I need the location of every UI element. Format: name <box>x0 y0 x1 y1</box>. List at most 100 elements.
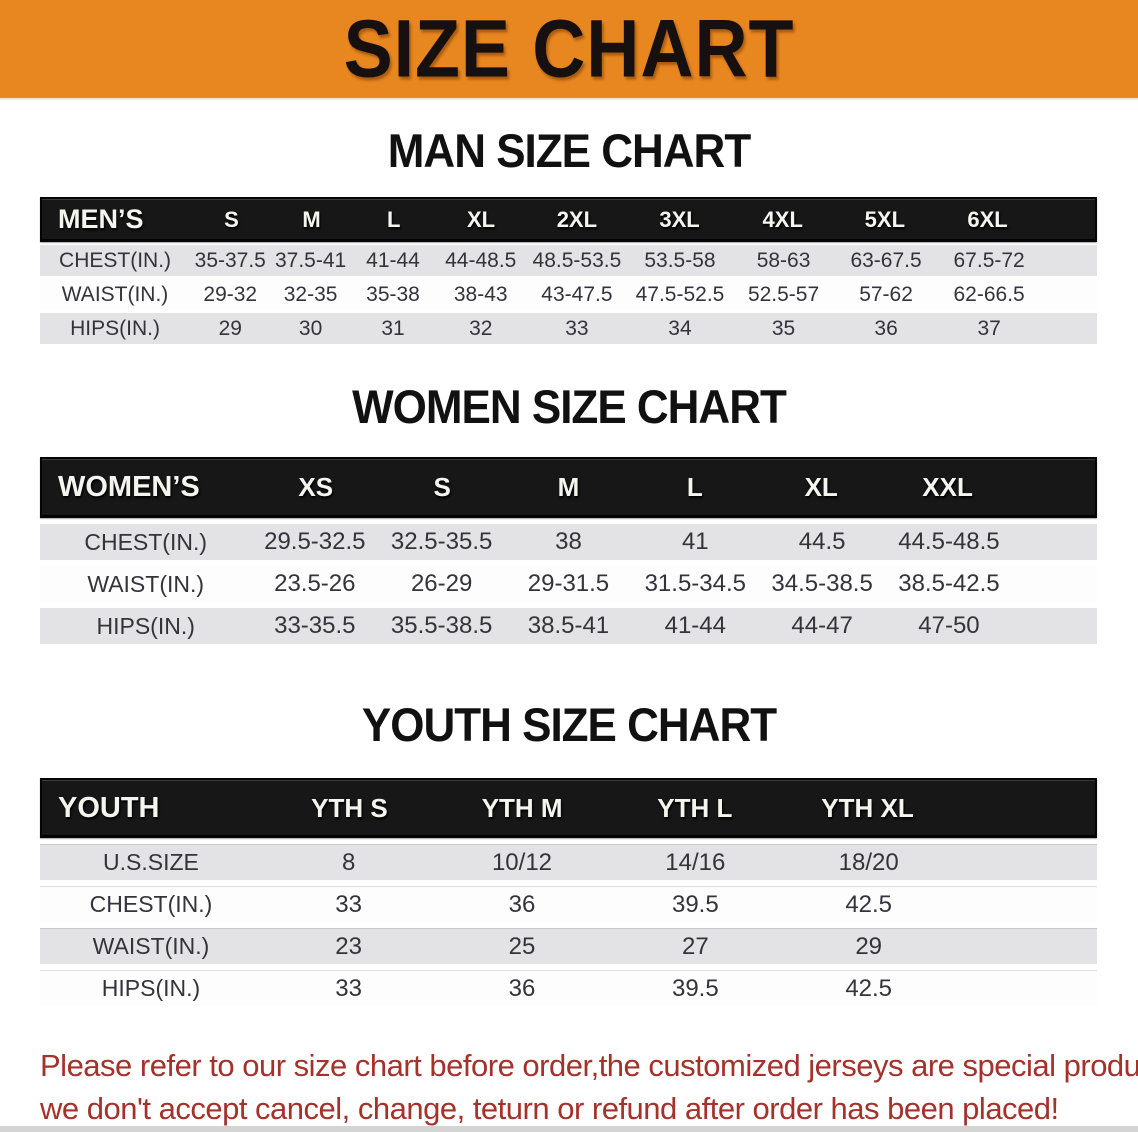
cell-value: 39.5 <box>671 890 719 918</box>
cell-value: 47-50 <box>918 612 980 639</box>
row-label: CHEST(IN.) <box>89 891 213 917</box>
cell-value: 34 <box>668 316 692 340</box>
cell-value: 36 <box>874 316 898 340</box>
row-label: WAIST(IN.) <box>61 282 169 306</box>
row-label: U.S.SIZE <box>103 849 199 875</box>
cell-value: 32.5-35.5 <box>390 528 493 555</box>
cell-value: 57-62 <box>859 282 913 306</box>
note-line-1: Please refer to our size chart before or… <box>40 1048 1138 1083</box>
cell-value: 42.5 <box>845 890 893 918</box>
youth-table-row: HIPS(IN.) 33 36 39.5 42.5 <box>40 970 1097 1006</box>
cell-value: 35.5-38.5 <box>390 612 493 639</box>
cell-value: 67.5-72 <box>953 248 1025 272</box>
cell-value: 35-38 <box>366 282 420 306</box>
cell-value: 23.5-26 <box>274 570 356 597</box>
cell-value: 33 <box>335 974 362 1002</box>
women-table-row: WAIST(IN.) 23.5-26 26-29 29-31.5 31.5-34.5 34… <box>40 566 1097 602</box>
cell-value: 25 <box>508 932 536 960</box>
youth-group-label: YOUTH <box>58 791 160 824</box>
youth-size-table: YOUTH YTH S YTH M YTH L YTH XL U.S.SIZE 8 10/12… <box>40 778 1097 1006</box>
youth-table-row: CHEST(IN.) 33 36 39.5 42.5 <box>40 886 1097 922</box>
women-table-row: HIPS(IN.) 33-35.5 35.5-38.5 38.5-41 41-44 44-… <box>40 608 1097 644</box>
row-label: CHEST(IN.) <box>59 248 172 272</box>
men-column-header-3xl: 3XL <box>659 206 700 232</box>
cell-value: 42.5 <box>845 974 893 1002</box>
cell-value: 47.5-52.5 <box>635 282 725 306</box>
men-table-header-row: MEN’S S M L XL 2XL 3XL 4XL 5XL 6XL <box>40 197 1097 242</box>
women-column-header-m: M <box>557 472 580 502</box>
men-column-header-l: L <box>386 206 401 232</box>
cell-value: 27 <box>681 932 709 960</box>
sections-container: MAN SIZE CHART MEN’S S M L XL 2XL 3XL 4XL 5XL 6XL C… <box>0 125 1138 1006</box>
youth-column-header-yth-m: YTH M <box>481 792 563 823</box>
men-size-section: MAN SIZE CHART MEN’S S M L XL 2XL 3XL 4XL 5XL 6XL C… <box>0 125 1138 344</box>
cell-value: 63-67.5 <box>850 248 922 272</box>
women-column-header-xxl: XXL <box>922 472 973 502</box>
cell-value: 36 <box>508 974 536 1002</box>
men-table-row: HIPS(IN.) 29 30 31 32 33 34 35 36 37 <box>40 313 1097 344</box>
men-column-header-xl: XL <box>466 206 496 232</box>
youth-column-header-yth-l: YTH L <box>657 792 733 823</box>
women-section-heading: WOMEN SIZE CHART <box>352 381 787 434</box>
cell-value: 33-35.5 <box>274 612 356 639</box>
women-size-section: WOMEN SIZE CHART WOMEN’S XS S M L XL XXL CHEST(I… <box>0 381 1138 644</box>
cell-value: 43-47.5 <box>541 282 613 306</box>
men-column-header-m: M <box>302 206 321 232</box>
men-table-row: WAIST(IN.) 29-32 32-35 35-38 38-43 43-47.5 47.… <box>40 279 1097 310</box>
cell-value: 44.5-48.5 <box>898 528 1000 555</box>
youth-table-header-row: YOUTH YTH S YTH M YTH L YTH XL <box>40 778 1097 838</box>
women-column-header-xs: XS <box>298 472 334 502</box>
cell-value: 31 <box>381 316 405 340</box>
bottom-strip <box>0 1126 1138 1132</box>
cell-value: 23 <box>335 932 362 960</box>
cell-value: 29-32 <box>203 282 258 306</box>
women-table-header-row: WOMEN’S XS S M L XL XXL <box>40 457 1097 518</box>
cell-value: 39.5 <box>671 974 719 1002</box>
cell-value: 31.5-34.5 <box>644 570 746 597</box>
row-label: HIPS(IN.) <box>96 612 195 639</box>
men-column-header-4xl: 4XL <box>762 206 803 232</box>
men-section-heading: MAN SIZE CHART <box>387 125 751 178</box>
women-column-header-l: L <box>686 472 703 502</box>
row-label: HIPS(IN.) <box>70 316 160 340</box>
cell-value: 26-29 <box>410 570 473 597</box>
cell-value: 29.5-32.5 <box>264 528 366 555</box>
cell-value: 8 <box>341 848 356 876</box>
women-column-header-s: S <box>433 472 451 502</box>
cell-value: 38-43 <box>453 282 508 306</box>
cell-value: 18/20 <box>838 848 899 876</box>
banner: SIZE CHART <box>0 0 1138 100</box>
women-table-row: CHEST(IN.) 29.5-32.5 32.5-35.5 38 41 44.5 44.5… <box>40 524 1097 560</box>
youth-size-section: YOUTH SIZE CHART YOUTH YTH S YTH M YTH L YTH … <box>0 699 1138 1006</box>
note-line-2: we don't accept cancel, change, teturn o… <box>40 1091 1059 1126</box>
cell-value: 37 <box>977 316 1001 340</box>
cell-value: 44.5 <box>798 528 846 555</box>
cell-value: 48.5-53.5 <box>532 248 622 272</box>
cell-value: 32-35 <box>283 282 338 306</box>
cell-value: 33 <box>335 890 362 918</box>
women-size-table: WOMEN’S XS S M L XL XXL CHEST(IN.) 29.5-32.5 32.5… <box>40 457 1097 644</box>
cell-value: 10/12 <box>491 848 553 876</box>
women-column-header-xl: XL <box>804 472 838 502</box>
cell-value: 41 <box>681 528 709 555</box>
youth-table-row: U.S.SIZE 8 10/12 14/16 18/20 <box>40 844 1097 880</box>
cell-value: 34.5-38.5 <box>771 570 873 597</box>
men-size-table: MEN’S S M L XL 2XL 3XL 4XL 5XL 6XL CHEST(IN.) 35-37… <box>40 197 1097 344</box>
row-label: WAIST(IN.) <box>87 570 205 597</box>
men-column-header-s: S <box>224 206 239 232</box>
cell-value: 14/16 <box>665 848 726 876</box>
cell-value: 29 <box>855 932 883 960</box>
cell-value: 35-37.5 <box>194 248 266 272</box>
youth-table-row: WAIST(IN.) 23 25 27 29 <box>40 928 1097 964</box>
cell-value: 62-66.5 <box>953 282 1025 306</box>
cell-value: 53.5-58 <box>644 248 716 272</box>
cell-value: 44-47 <box>791 612 853 639</box>
cell-value: 29-31.5 <box>527 570 610 597</box>
youth-section-heading: YOUTH SIZE CHART <box>361 699 777 752</box>
cell-value: 41-44 <box>366 248 420 272</box>
cell-value: 38 <box>555 528 582 555</box>
disclaimer-note: Please refer to our size chart before or… <box>40 1044 1138 1130</box>
men-group-label: MEN’S <box>58 204 144 234</box>
row-label: HIPS(IN.) <box>101 975 201 1001</box>
